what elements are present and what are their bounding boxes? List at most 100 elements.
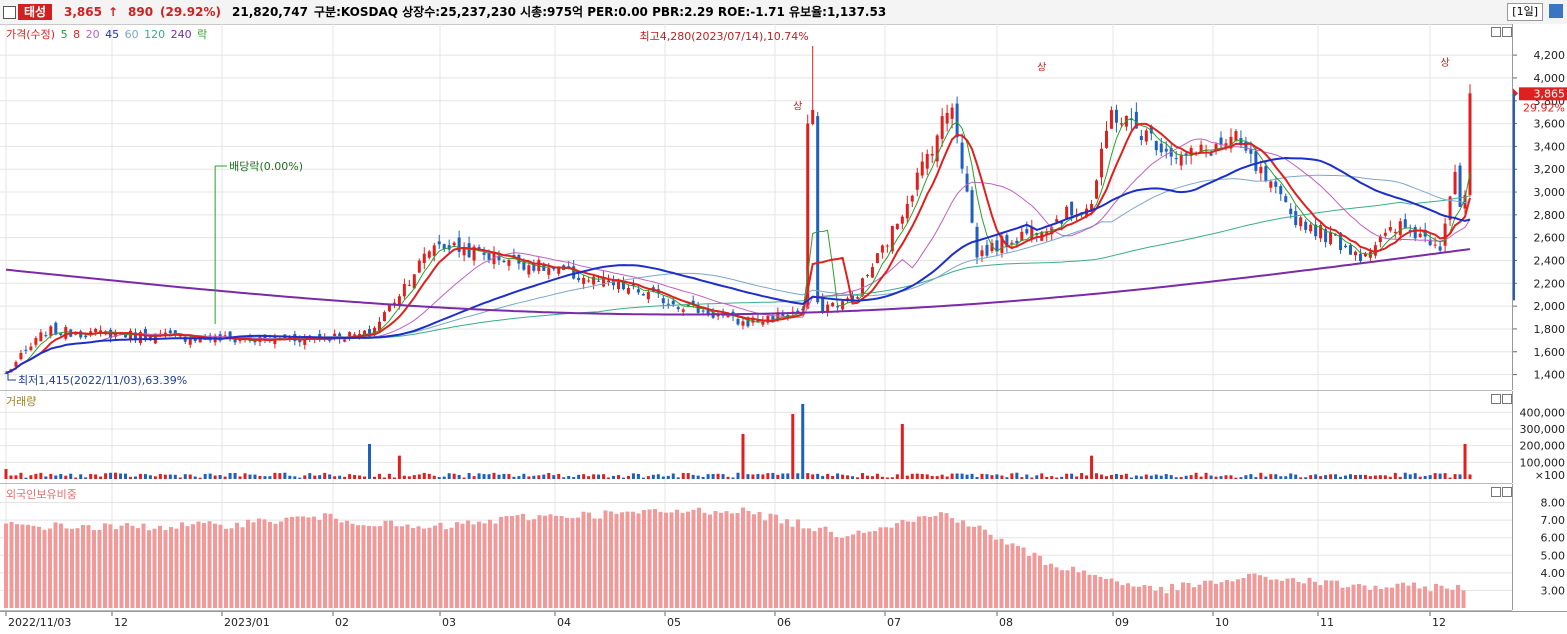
volume-bar bbox=[318, 475, 322, 479]
volume-bar bbox=[507, 474, 511, 479]
foreign-bar bbox=[427, 527, 432, 608]
minimize-icon[interactable] bbox=[1491, 394, 1501, 404]
candle bbox=[756, 319, 760, 322]
foreign-bar bbox=[1395, 583, 1400, 608]
candle bbox=[1139, 135, 1143, 141]
volume-bar bbox=[841, 474, 845, 479]
volume-bar bbox=[1453, 474, 1457, 479]
candle bbox=[363, 330, 367, 336]
price-tick-label: 3,600 bbox=[1534, 118, 1566, 131]
volume-bar bbox=[875, 473, 879, 479]
volume-bar bbox=[846, 475, 850, 479]
ma20-line bbox=[5, 138, 1471, 374]
date-tick-label: 12 bbox=[1432, 616, 1446, 629]
volume-bar bbox=[831, 476, 835, 479]
select-checkbox[interactable] bbox=[3, 6, 16, 19]
candle bbox=[925, 153, 929, 169]
volume-bar bbox=[985, 474, 989, 479]
foreign-bar bbox=[433, 525, 437, 608]
volume-bar bbox=[980, 473, 984, 479]
close-icon[interactable] bbox=[1502, 27, 1512, 37]
volume-bar bbox=[1348, 474, 1352, 479]
foreign-bar bbox=[356, 525, 360, 608]
candle bbox=[397, 296, 401, 306]
price-panel: 최고4,280(2023/07/14),10.74% 최저1,415(2022/1… bbox=[0, 24, 1512, 391]
foreign-bar bbox=[818, 527, 822, 608]
period-selector[interactable]: [1일] bbox=[1507, 3, 1543, 21]
volume-bar bbox=[49, 473, 53, 479]
foreign-bar bbox=[961, 520, 965, 608]
date-tick-label: 08 bbox=[999, 616, 1013, 629]
close-icon[interactable] bbox=[1502, 394, 1512, 404]
foreign-bar bbox=[900, 519, 905, 608]
volume-bar bbox=[34, 473, 38, 479]
volume-bar bbox=[626, 475, 630, 479]
date-tick-label: 09 bbox=[1115, 616, 1129, 629]
foreign-bar bbox=[746, 510, 751, 608]
volume-bar bbox=[24, 477, 28, 479]
candle bbox=[671, 300, 675, 305]
foreign-bar bbox=[1252, 573, 1257, 608]
candle bbox=[1304, 221, 1308, 230]
foreign-bar bbox=[493, 523, 498, 608]
foreign-bar bbox=[1406, 585, 1411, 608]
minimize-icon[interactable] bbox=[1491, 27, 1501, 37]
volume-bar bbox=[1239, 477, 1243, 479]
volume-bar bbox=[412, 475, 416, 479]
foreign-bar bbox=[251, 522, 256, 608]
foreign-bar bbox=[796, 519, 800, 608]
volume-bar bbox=[437, 477, 441, 479]
close-icon[interactable] bbox=[1502, 487, 1512, 497]
volume-bar bbox=[193, 476, 197, 479]
foreign-bar bbox=[471, 524, 476, 608]
volume-bar bbox=[716, 473, 720, 479]
foreign-bar bbox=[1307, 577, 1312, 608]
candle bbox=[422, 253, 426, 263]
volume-bar bbox=[1189, 475, 1193, 479]
volume-bar bbox=[372, 476, 376, 479]
volume-bar bbox=[283, 472, 287, 479]
volume-bar bbox=[1124, 473, 1128, 479]
volume-bar bbox=[248, 474, 252, 479]
volume-bar bbox=[945, 476, 949, 479]
volume-bar bbox=[173, 474, 177, 479]
foreign-bar bbox=[867, 531, 872, 608]
volume-bar bbox=[1463, 444, 1467, 479]
volume-bar bbox=[432, 475, 436, 479]
candle bbox=[995, 240, 999, 252]
candle bbox=[826, 304, 830, 313]
foreign-bar bbox=[713, 511, 718, 608]
foreign-bar bbox=[1423, 586, 1427, 608]
foreign-bar bbox=[1258, 575, 1262, 608]
foreign-bar bbox=[1285, 578, 1290, 608]
volume-bar bbox=[1020, 477, 1024, 479]
volume-bar bbox=[771, 472, 775, 479]
stock-name-badge[interactable]: 태성 bbox=[18, 4, 53, 20]
settings-icon[interactable] bbox=[1549, 4, 1563, 18]
volume-bar bbox=[417, 474, 421, 479]
foreign-holding-chart[interactable] bbox=[0, 484, 1512, 610]
foreign-bar bbox=[405, 524, 410, 608]
foreign-bar bbox=[966, 526, 971, 608]
foreign-bar bbox=[515, 515, 520, 608]
candle bbox=[746, 317, 750, 327]
candle bbox=[133, 332, 137, 340]
volume-bar bbox=[392, 477, 396, 479]
candle bbox=[641, 294, 645, 296]
foreign-bar bbox=[235, 522, 239, 608]
candle bbox=[1383, 232, 1387, 236]
price-tick-label: 2,000 bbox=[1534, 300, 1566, 313]
date-tick-label: 2022/11/03 bbox=[8, 616, 71, 629]
volume-bar bbox=[298, 477, 302, 479]
foreign-bar bbox=[845, 536, 850, 608]
candle bbox=[39, 332, 43, 342]
candle bbox=[1393, 231, 1397, 234]
volume-bar bbox=[1408, 474, 1412, 479]
minimize-icon[interactable] bbox=[1491, 487, 1501, 497]
volume-bar bbox=[163, 474, 167, 479]
foreign-bar bbox=[125, 523, 129, 608]
volume-bar bbox=[363, 476, 367, 479]
volume-chart[interactable] bbox=[0, 391, 1512, 483]
price-chart[interactable]: 최고4,280(2023/07/14),10.74% 최저1,415(2022/1… bbox=[0, 24, 1512, 390]
foreign-bar bbox=[1318, 585, 1323, 608]
